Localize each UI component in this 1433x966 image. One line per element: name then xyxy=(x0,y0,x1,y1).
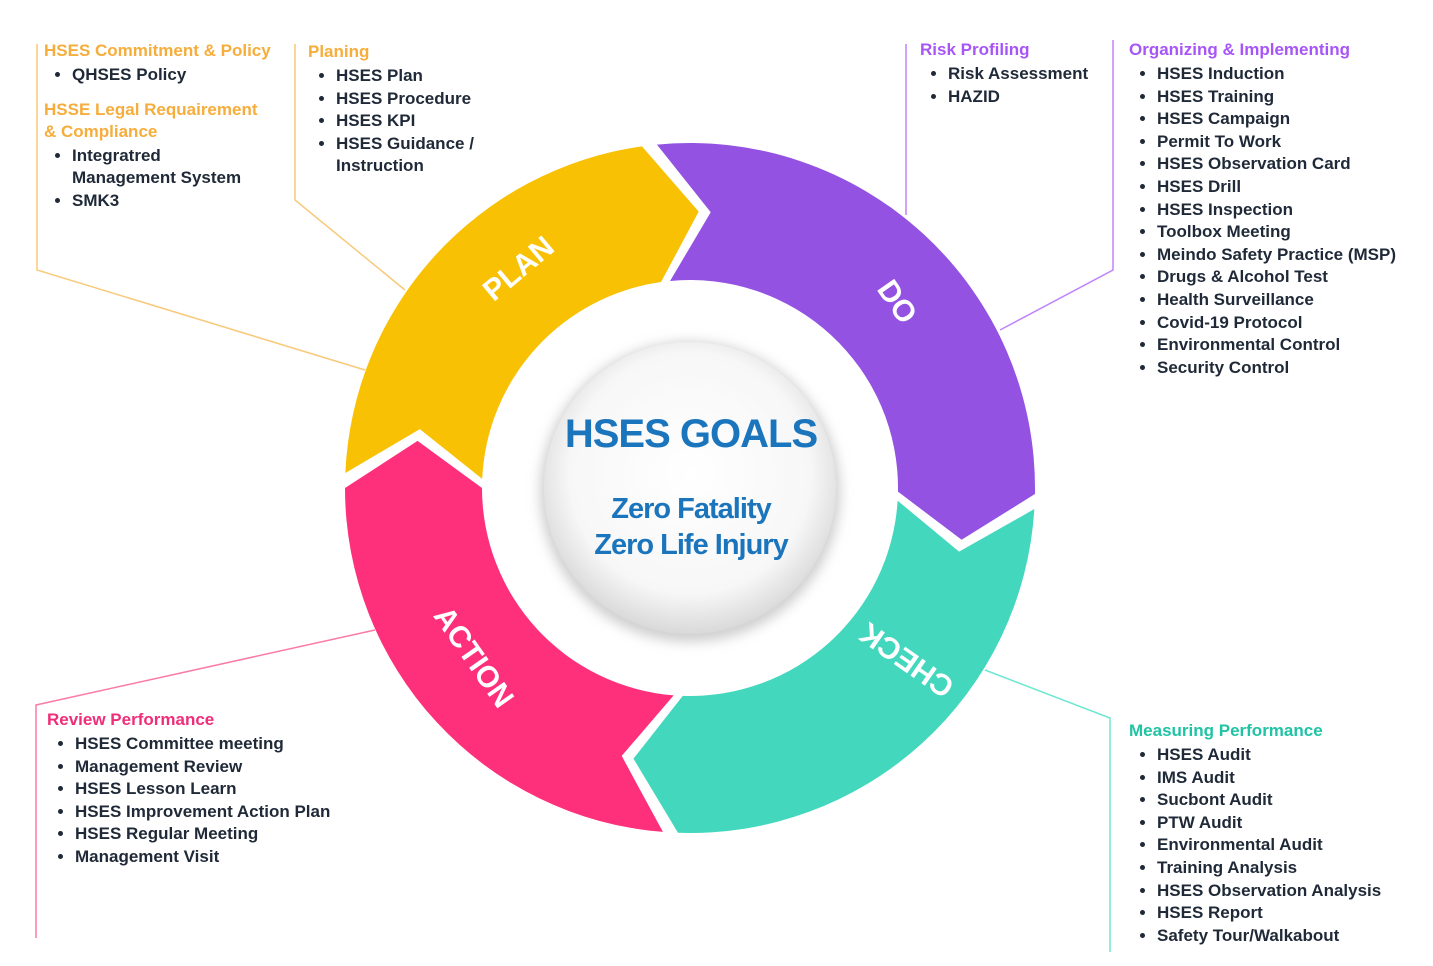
list-item: Integratred Management System xyxy=(72,145,294,190)
list-item: HSES Campaign xyxy=(1157,108,1429,131)
plan-commitment-block: HSES Commitment & Policy QHSES Policy HS… xyxy=(44,40,294,212)
list-item: PTW Audit xyxy=(1157,812,1429,835)
list-item: HSES Regular Meeting xyxy=(75,823,377,846)
list-item: Drugs & Alcohol Test xyxy=(1157,266,1429,289)
organizing-list: HSES InductionHSES TrainingHSES Campaign… xyxy=(1129,63,1429,379)
commitment-heading: HSES Commitment & Policy xyxy=(44,41,271,60)
list-item: Management Review xyxy=(75,756,377,779)
measuring-list: HSES AuditIMS AuditSucbont AuditPTW Audi… xyxy=(1129,744,1429,947)
list-item: SMK3 xyxy=(72,190,294,213)
check-block: Measuring Performance HSES AuditIMS Audi… xyxy=(1129,720,1429,947)
connector-do-organizing xyxy=(999,40,1114,331)
review-heading: Review Performance xyxy=(47,710,215,729)
organizing-heading: Organizing & Implementing xyxy=(1129,40,1351,59)
check-segment xyxy=(633,500,1035,833)
list-item: Covid-19 Protocol xyxy=(1157,312,1429,335)
list-item: HSES Training xyxy=(1157,86,1429,109)
planning-heading: Planing xyxy=(308,42,370,61)
list-item: HSES Observation Analysis xyxy=(1157,880,1429,903)
list-item: HSES Improvement Action Plan xyxy=(75,801,377,824)
list-item: HSES Procedure xyxy=(336,88,508,111)
list-item: HSES Drill xyxy=(1157,176,1429,199)
goals-title: HSES GOALS xyxy=(564,412,818,456)
list-item: IMS Audit xyxy=(1157,767,1429,790)
list-item: HSES Observation Card xyxy=(1157,153,1429,176)
legal-heading-line1: HSSE Legal Requairement xyxy=(44,99,258,119)
list-item: Environmental Control xyxy=(1157,334,1429,357)
connector-plan-commitment xyxy=(36,44,366,371)
list-item-line1: HSES Guidance / xyxy=(336,133,474,153)
list-item: QHSES Policy xyxy=(72,64,294,87)
review-list: HSES Committee meetingManagement ReviewH… xyxy=(47,733,377,869)
list-item: Management Visit xyxy=(75,846,377,869)
connector-check xyxy=(984,669,1111,952)
risk-heading: Risk Profiling xyxy=(920,40,1030,59)
inner-circle xyxy=(544,342,836,634)
list-item-line2: Management System xyxy=(72,168,242,188)
list-item: Sucbont Audit xyxy=(1157,789,1429,812)
do-risk-block: Risk Profiling Risk Assessment HAZID xyxy=(920,39,1110,108)
legal-list: Integratred Management System SMK3 xyxy=(44,145,294,213)
goal-zero-fatality: Zero Fatality xyxy=(611,493,771,525)
list-item: Permit To Work xyxy=(1157,131,1429,154)
measuring-heading: Measuring Performance xyxy=(1129,721,1323,740)
list-item: Environmental Audit xyxy=(1157,834,1429,857)
legal-heading-line2: & Compliance xyxy=(44,121,158,141)
list-item: HSES Guidance / Instruction xyxy=(336,133,508,178)
list-item: HAZID xyxy=(948,86,1110,109)
list-item: HSES Plan xyxy=(336,65,508,88)
risk-list: Risk Assessment HAZID xyxy=(920,63,1110,108)
list-item: Meindo Safety Practice (MSP) xyxy=(1157,244,1429,267)
list-item: HSES Audit xyxy=(1157,744,1429,767)
plan-planning-block: Planing HSES Plan HSES Procedure HSES KP… xyxy=(308,41,508,178)
list-item: HSES Lesson Learn xyxy=(75,778,377,801)
list-item-line2: Instruction xyxy=(336,156,424,176)
list-item: Training Analysis xyxy=(1157,857,1429,880)
list-item: Risk Assessment xyxy=(948,63,1110,86)
goal-zero-life-injury: Zero Life Injury xyxy=(594,529,788,561)
list-item: HSES KPI xyxy=(336,110,508,133)
connector-action xyxy=(35,629,376,938)
commitment-list: QHSES Policy xyxy=(44,64,294,87)
list-item: HSES Inspection xyxy=(1157,199,1429,222)
list-item: Health Surveillance xyxy=(1157,289,1429,312)
list-item-line1: Integratred xyxy=(72,145,161,165)
list-item: Security Control xyxy=(1157,357,1429,380)
connector-plan-planning xyxy=(294,44,406,291)
list-item: Safety Tour/Walkabout xyxy=(1157,925,1429,948)
plan-segment xyxy=(345,146,699,479)
list-item: HSES Induction xyxy=(1157,63,1429,86)
list-item: HSES Committee meeting xyxy=(75,733,377,756)
action-block: Review Performance HSES Committee meetin… xyxy=(47,709,377,869)
planning-list: HSES Plan HSES Procedure HSES KPI HSES G… xyxy=(308,65,508,178)
do-segment xyxy=(656,143,1035,540)
do-organizing-block: Organizing & Implementing HSES Induction… xyxy=(1129,39,1429,379)
legal-heading: HSSE Legal Requairement & Compliance xyxy=(44,99,294,143)
action-segment xyxy=(345,440,674,832)
list-item: HSES Report xyxy=(1157,902,1429,925)
goals-center: HSES GOALS Zero Fatality Zero Life Injur… xyxy=(546,392,836,632)
list-item: Toolbox Meeting xyxy=(1157,221,1429,244)
